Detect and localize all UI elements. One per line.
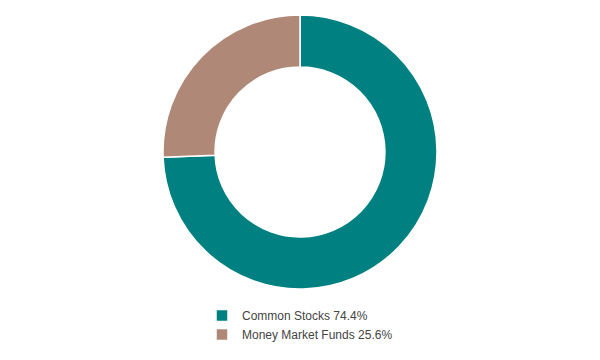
svg-text:Common Stocks 74.4%: Common Stocks 74.4%	[242, 309, 368, 323]
svg-text:Money Market Funds 25.6%: Money Market Funds 25.6%	[242, 328, 392, 342]
